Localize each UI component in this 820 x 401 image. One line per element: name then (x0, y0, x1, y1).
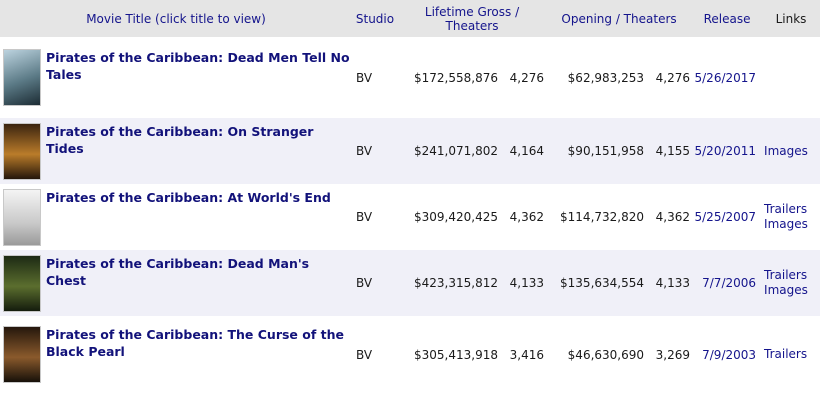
links-cell: Trailers Images (762, 184, 820, 250)
movie-title-link[interactable]: Pirates of the Caribbean: On Stranger Ti… (46, 123, 314, 156)
studio-cell: BV (356, 347, 373, 362)
lifetime-gross-cell: $309,420,425 (414, 210, 498, 224)
table-row: Pirates of the Caribbean: At World's End… (0, 184, 820, 250)
opening-gross-cell: $135,634,554 (560, 276, 645, 290)
links-cell (762, 37, 820, 118)
movie-title-link[interactable]: Pirates of the Caribbean: At World's End (46, 189, 331, 205)
gross-theaters-cell: 3,416 (509, 347, 545, 362)
images-link[interactable]: Images (764, 143, 808, 158)
header-lifetime-gross[interactable]: Lifetime Gross / Theaters (398, 0, 547, 37)
trailers-link[interactable]: Trailers (764, 347, 808, 361)
movie-title-link[interactable]: Pirates of the Caribbean: The Curse of t… (46, 327, 344, 359)
opening-theaters-cell: 4,155 (655, 144, 691, 158)
header-release[interactable]: Release (692, 0, 763, 37)
table-row: Pirates of the Caribbean: Dead Men Tell … (0, 37, 820, 118)
opening-gross-cell: $62,983,253 (567, 70, 645, 85)
images-link[interactable]: Images (764, 283, 808, 297)
opening-gross-cell: $90,151,958 (567, 144, 645, 158)
opening-theaters-cell: 3,269 (655, 347, 691, 362)
table-row: Pirates of the Caribbean: The Curse of t… (0, 316, 820, 393)
opening-theaters-cell: 4,362 (655, 210, 691, 224)
title-cell: Pirates of the Caribbean: Dead Men Tell … (0, 37, 352, 118)
trailers-link[interactable]: Trailers (764, 202, 808, 216)
gross-theaters-cell: 4,362 (509, 210, 545, 224)
links-cell: Trailers Images (762, 250, 820, 316)
movie-title-link[interactable]: Pirates of the Caribbean: Dead Men Tell … (46, 50, 350, 82)
opening-gross-cell: $114,732,820 (560, 210, 645, 224)
movie-title-link[interactable]: Pirates of the Caribbean: Dead Man's Che… (46, 255, 310, 288)
release-date-link[interactable]: 5/25/2007 (694, 210, 757, 224)
table-row: Pirates of the Caribbean: Dead Man's Che… (0, 250, 820, 316)
opening-gross-cell: $46,630,690 (567, 347, 645, 362)
images-link[interactable]: Images (764, 217, 808, 231)
movie-poster-image[interactable] (3, 326, 41, 383)
movie-poster-image[interactable] (3, 49, 41, 106)
release-date-link[interactable]: 7/7/2006 (702, 276, 757, 290)
opening-theaters-cell: 4,276 (655, 70, 691, 85)
release-date-link[interactable]: 5/26/2017 (694, 70, 757, 85)
table-row: Pirates of the Caribbean: On Stranger Ti… (0, 118, 820, 184)
movie-poster-image[interactable] (3, 254, 41, 312)
studio-cell: BV (356, 144, 373, 158)
title-cell: Pirates of the Caribbean: The Curse of t… (0, 316, 352, 393)
lifetime-gross-cell: $241,071,802 (414, 144, 498, 158)
trailers-link[interactable]: Trailers (764, 268, 808, 282)
release-date-link[interactable]: 5/20/2011 (694, 144, 757, 158)
header-links: Links (762, 0, 820, 37)
movie-poster-image[interactable] (3, 188, 41, 246)
header-opening[interactable]: Opening / Theaters (546, 0, 693, 37)
header-row: Movie Title (click title to view) Studio… (0, 0, 820, 37)
title-cell: Pirates of the Caribbean: Dead Man's Che… (0, 250, 352, 316)
links-cell: Trailers (762, 316, 820, 393)
title-cell: Pirates of the Caribbean: At World's End (0, 184, 352, 250)
header-studio[interactable]: Studio (352, 0, 398, 37)
studio-cell: BV (356, 210, 373, 224)
lifetime-gross-cell: $305,413,918 (414, 347, 498, 362)
gross-theaters-cell: 4,133 (509, 276, 545, 290)
gross-theaters-cell: 4,276 (509, 70, 545, 85)
title-cell: Pirates of the Caribbean: On Stranger Ti… (0, 118, 352, 184)
lifetime-gross-cell: $423,315,812 (414, 276, 498, 290)
opening-theaters-cell: 4,133 (655, 276, 691, 290)
movie-poster-image[interactable] (3, 122, 41, 180)
release-date-link[interactable]: 7/9/2003 (702, 347, 757, 362)
header-movie-title[interactable]: Movie Title (click title to view) (0, 0, 352, 37)
links-cell: Images (762, 118, 820, 184)
studio-cell: BV (356, 70, 373, 85)
gross-theaters-cell: 4,164 (509, 144, 545, 158)
studio-cell: BV (356, 276, 373, 290)
lifetime-gross-cell: $172,558,876 (414, 70, 498, 85)
